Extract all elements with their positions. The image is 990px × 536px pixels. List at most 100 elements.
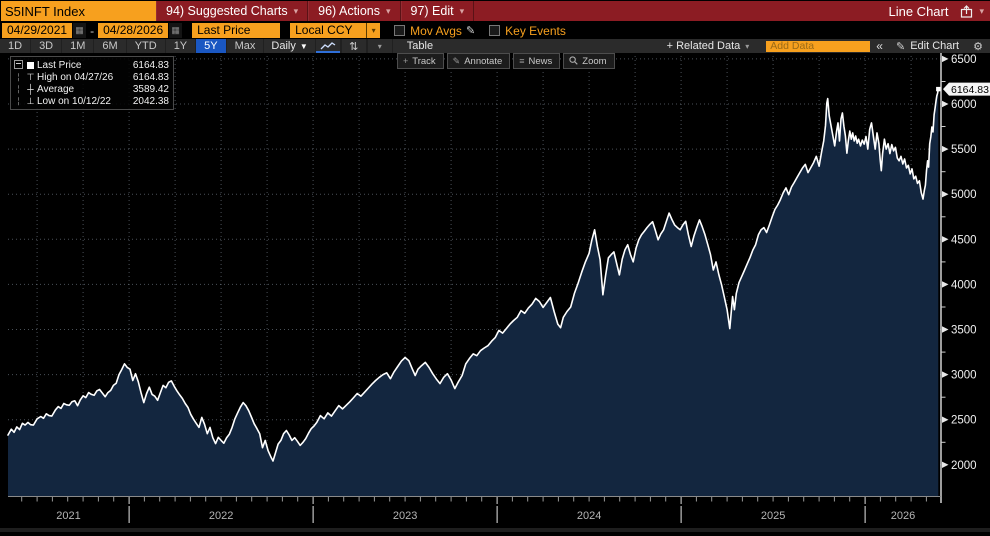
last-price-tag: 6164.83 <box>943 82 990 96</box>
line-chart-mode-icon[interactable] <box>314 39 341 53</box>
svg-text:2500: 2500 <box>951 415 977 427</box>
legend-tree-line: ╎ <box>16 72 21 82</box>
price-line-series <box>7 88 940 462</box>
button-label: Track <box>412 55 436 67</box>
legend-tree-line: ╎ <box>16 84 21 94</box>
menu-caret-icon: ▾ <box>459 5 465 16</box>
mov-avgs-label: Mov Avgs <box>410 23 462 38</box>
menu-caret-icon: ▾ <box>385 5 391 16</box>
svg-text:2025: 2025 <box>761 510 785 522</box>
button-label: Annotate <box>464 55 503 67</box>
news-button[interactable]: ≡ News <box>513 53 561 69</box>
calendar-icon[interactable]: ▦ <box>168 23 183 38</box>
svg-text:2022: 2022 <box>209 510 233 522</box>
legend-value: 6164.83 <box>132 71 169 83</box>
track-button[interactable]: + Track <box>397 53 444 69</box>
ticker-input[interactable]: S5INFT Index <box>1 1 156 21</box>
last-price-marker <box>936 86 941 92</box>
edit-chart-button[interactable]: ✎ Edit Chart <box>889 39 966 53</box>
menu-label: 97) Edit <box>410 4 454 18</box>
calendar-icon[interactable]: ▦ <box>72 23 87 38</box>
legend-label: Low on 10/12/22 <box>37 95 111 107</box>
svg-text:3500: 3500 <box>951 325 977 337</box>
period-select[interactable]: Daily ▼ <box>264 39 314 53</box>
start-date-input[interactable]: 04/29/2021 <box>2 23 73 38</box>
legend-expander-icon[interactable] <box>13 59 24 71</box>
y-axis: 2000 2500 3000 3500 4000 4500 5000 5500 6000 6500 <box>8 52 977 503</box>
edit-chart-label: Edit Chart <box>910 40 960 52</box>
range-button-1d[interactable]: 1D <box>0 39 32 53</box>
range-button-5y[interactable]: 5Y <box>196 39 227 53</box>
bottom-panel-divider <box>0 528 990 532</box>
range-button-6m[interactable]: 6M <box>94 39 127 53</box>
legend-item-average[interactable]: ╎ ┼ Average 3589.42 <box>13 83 169 95</box>
news-icon: ≡ <box>519 55 525 66</box>
range-button-ytd[interactable]: YTD <box>127 39 166 53</box>
svg-text:3000: 3000 <box>951 370 977 382</box>
legend-label: Last Price <box>37 59 82 71</box>
svg-text:6500: 6500 <box>951 54 977 66</box>
add-data-input[interactable] <box>766 40 871 52</box>
export-icon[interactable] <box>956 1 977 21</box>
x-axis: 2021 2022 2023 2024 2025 2026 <box>21 497 927 523</box>
bar-chart-mode-icon[interactable]: ⇅ <box>340 39 367 53</box>
period-label: Daily <box>271 40 296 52</box>
track-icon: + <box>403 55 409 66</box>
mov-avgs-edit-icon[interactable]: ✎ <box>465 25 476 37</box>
button-label: Zoom <box>582 55 607 67</box>
legend-item-square[interactable]: Last Price 6164.83 <box>13 59 169 71</box>
menu--suggested-charts[interactable]: 94) Suggested Charts ▾ <box>156 1 309 21</box>
related-data-button[interactable]: + Related Data ▾ <box>660 39 757 53</box>
table-button[interactable]: Table <box>406 40 434 52</box>
chart-action-buttons: + Track ✎ Annotate ≡ News Zoom <box>397 53 615 69</box>
date-bar: 04/29/2021 ▦ - 04/28/2026 ▦ Last Price L… <box>0 22 990 39</box>
chart-legend: Last Price 6164.83 ╎ ⊤ High on 04/27/26 6164.… <box>10 56 174 110</box>
svg-text:5500: 5500 <box>951 144 977 156</box>
svg-text:2024: 2024 <box>577 510 601 522</box>
legend-item-high[interactable]: ╎ ⊤ High on 04/27/26 6164.83 <box>13 71 169 83</box>
range-button-3d[interactable]: 3D <box>31 39 63 53</box>
chart-type-label: Line Chart <box>888 3 949 19</box>
svg-text:2023: 2023 <box>393 510 417 522</box>
collapse-panel-button[interactable]: « <box>876 39 883 53</box>
zoom-icon <box>569 55 578 67</box>
menu-label: 96) Actions <box>318 4 380 18</box>
mov-avgs-checkbox[interactable] <box>394 25 406 36</box>
edit-chart-pencil-icon: ✎ <box>895 40 906 53</box>
date-range-dash: - <box>90 23 95 38</box>
export-caret-icon[interactable]: ▾ <box>979 5 984 16</box>
svg-text:5000: 5000 <box>951 189 977 201</box>
legend-value: 2042.38 <box>132 95 169 107</box>
svg-text:6000: 6000 <box>951 99 977 111</box>
annotate-button[interactable]: ✎ Annotate <box>446 53 511 69</box>
range-button-1m[interactable]: 1M <box>62 39 95 53</box>
title-bar: S5INFT Index 94) Suggested Charts ▾ 96) Ac… <box>0 0 990 22</box>
chart-mode-caret-icon[interactable]: ▾ <box>366 39 393 53</box>
field-select[interactable]: Last Price <box>192 23 281 38</box>
button-label: News <box>528 55 553 67</box>
settings-gear-icon[interactable]: ⚙ <box>973 40 983 53</box>
related-data-label: + Related Data <box>666 40 741 52</box>
range-button-1y[interactable]: 1Y <box>166 39 197 53</box>
end-date-input[interactable]: 04/28/2026 <box>98 23 169 38</box>
range-button-max[interactable]: Max <box>227 39 265 53</box>
legend-label: Average <box>37 83 75 95</box>
key-events-checkbox[interactable] <box>489 25 501 36</box>
menu-bar: 94) Suggested Charts ▾ 96) Actions ▾ 97) Edi… <box>156 1 990 21</box>
svg-text:2021: 2021 <box>56 510 80 522</box>
legend-value: 6164.83 <box>132 59 169 71</box>
legend-tree-line: ╎ <box>16 96 21 106</box>
currency-select[interactable]: Local CCY <box>290 23 367 38</box>
svg-text:4000: 4000 <box>951 279 977 291</box>
zoom-button[interactable]: Zoom <box>563 53 615 69</box>
currency-caret-icon[interactable]: ▾ <box>366 23 381 38</box>
svg-text:6164.83: 6164.83 <box>951 84 989 96</box>
menu--actions[interactable]: 96) Actions ▾ <box>308 1 401 21</box>
title-bar-spacer <box>474 1 880 21</box>
legend-item-low[interactable]: ╎ ⊥ Low on 10/12/22 2042.38 <box>13 95 169 107</box>
legend-value: 3589.42 <box>132 83 169 95</box>
menu--edit[interactable]: 97) Edit ▾ <box>400 1 475 21</box>
menu-caret-icon: ▾ <box>293 5 299 16</box>
